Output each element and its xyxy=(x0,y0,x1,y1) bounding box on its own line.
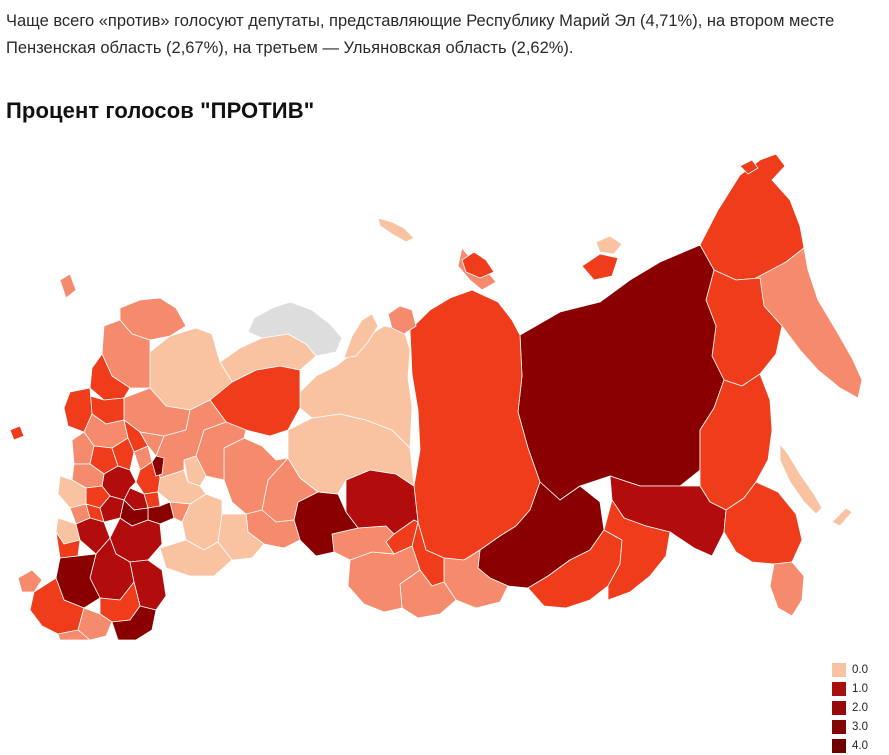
region-severnaya-zemlya xyxy=(581,253,619,281)
region-dagestan xyxy=(111,605,157,640)
region-kamchatka xyxy=(751,247,863,399)
region-zabaykalye xyxy=(603,499,671,601)
region-mari-el xyxy=(151,455,165,477)
region-vladimir xyxy=(111,437,135,471)
legend-swatch xyxy=(832,700,846,715)
region-crimea xyxy=(17,569,43,593)
map-container: 0.0 1.0 2.0 3.0 4.0 xyxy=(0,130,889,753)
region-yakutia xyxy=(517,244,725,501)
region-novosibirsk-islands xyxy=(595,235,623,255)
legend-label: 2.0 xyxy=(852,701,868,714)
region-wrangel xyxy=(739,159,759,175)
legend-swatch xyxy=(832,738,846,753)
legend-label: 4.0 xyxy=(852,739,868,752)
region-yamal-peninsula xyxy=(343,313,379,359)
region-tatarstan xyxy=(157,469,207,505)
region-no-data xyxy=(247,301,343,357)
legend-swatch xyxy=(832,681,846,696)
region-north-caucasus xyxy=(57,629,91,640)
region-kaliningrad xyxy=(9,425,25,441)
region-sverdlovsk xyxy=(223,437,289,515)
region-primorye-south xyxy=(769,561,805,617)
legend-swatch xyxy=(832,662,846,677)
legend-item: 2.0 xyxy=(832,698,884,717)
region-novaya-zemlya xyxy=(377,217,415,243)
region-svalbard-nearby xyxy=(59,273,77,299)
map-legend: 0.0 1.0 2.0 3.0 4.0 xyxy=(832,660,884,755)
region-belgorod xyxy=(55,531,81,559)
legend-item: 1.0 xyxy=(832,679,884,698)
legend-label: 1.0 xyxy=(852,682,868,695)
region-kuril xyxy=(831,507,853,527)
legend-label: 0.0 xyxy=(852,663,868,676)
region-franz-josef xyxy=(461,251,495,279)
map-title: Процент голосов "ПРОТИВ" xyxy=(6,98,315,123)
region-leningrad xyxy=(89,353,131,401)
legend-item: 4.0 xyxy=(832,736,884,755)
legend-item: 0.0 xyxy=(832,660,884,679)
region-samara xyxy=(169,501,191,523)
russia-choropleth-map xyxy=(9,153,863,640)
region-gydan xyxy=(387,305,417,335)
legend-item: 3.0 xyxy=(832,717,884,736)
region-sakhalin xyxy=(779,443,823,515)
legend-label: 3.0 xyxy=(852,720,868,733)
region-krasnoyarsk xyxy=(409,289,541,561)
legend-swatch xyxy=(832,719,846,734)
region-orenburg xyxy=(159,539,233,577)
region-tambov xyxy=(99,495,125,523)
article-intro: Чаще всего «против» голосуют депутаты, п… xyxy=(6,12,835,57)
region-primorye xyxy=(723,481,803,565)
region-altai-rep xyxy=(399,569,457,619)
